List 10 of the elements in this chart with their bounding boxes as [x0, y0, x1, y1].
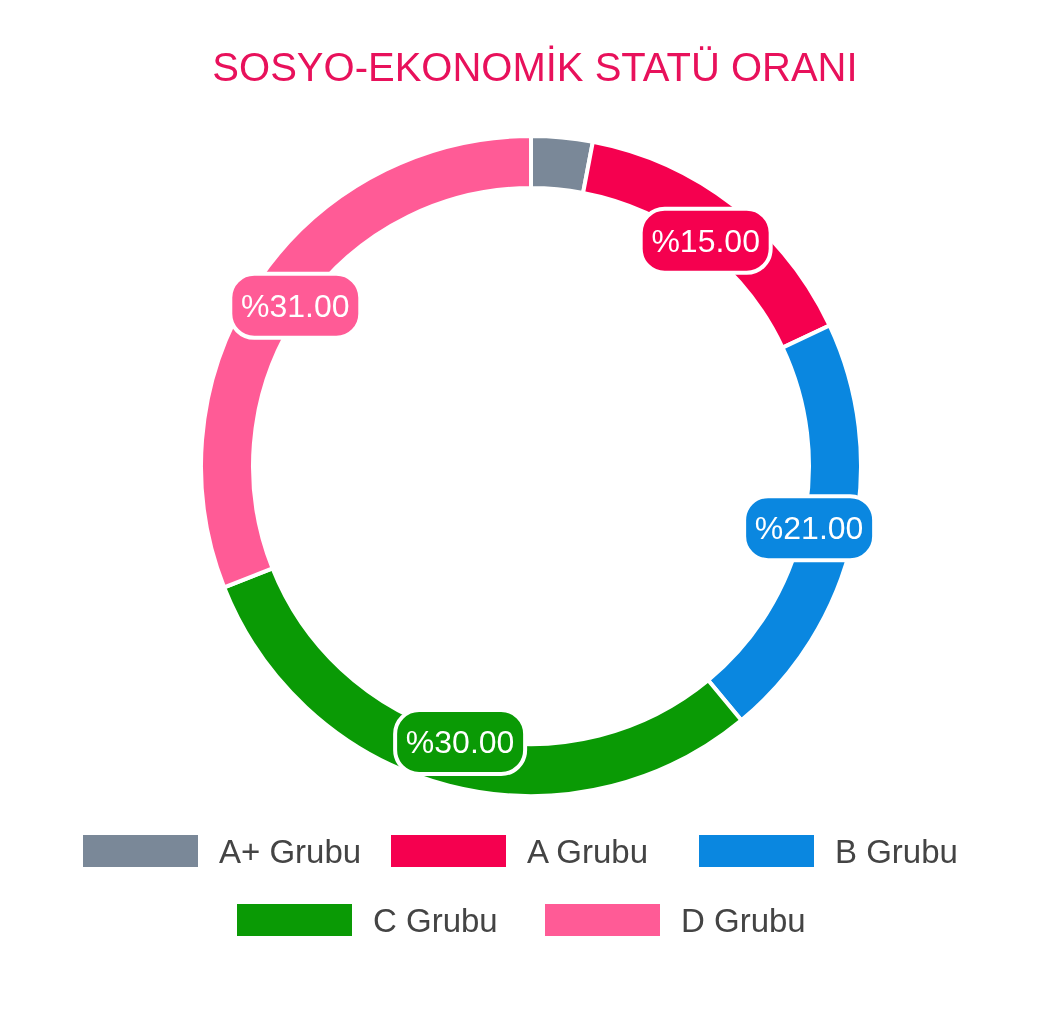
legend-label: B Grubu — [835, 833, 958, 870]
legend-label: C Grubu — [373, 902, 498, 939]
legend-label: A Grubu — [527, 833, 649, 870]
legend-label: D Grubu — [681, 902, 806, 939]
chart-title: SOSYO-EKONOMİK STATÜ ORANI — [212, 45, 858, 89]
data-label: %31.00 — [241, 287, 350, 324]
data-label: %15.00 — [651, 222, 760, 259]
data-label: %21.00 — [754, 510, 864, 547]
data-label: %30.00 — [405, 724, 515, 761]
legend-label: A+ Grubu — [219, 833, 362, 870]
